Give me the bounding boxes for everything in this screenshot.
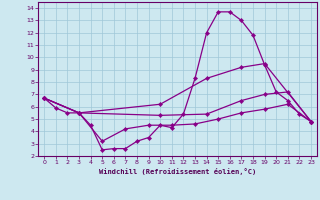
X-axis label: Windchill (Refroidissement éolien,°C): Windchill (Refroidissement éolien,°C) <box>99 168 256 175</box>
